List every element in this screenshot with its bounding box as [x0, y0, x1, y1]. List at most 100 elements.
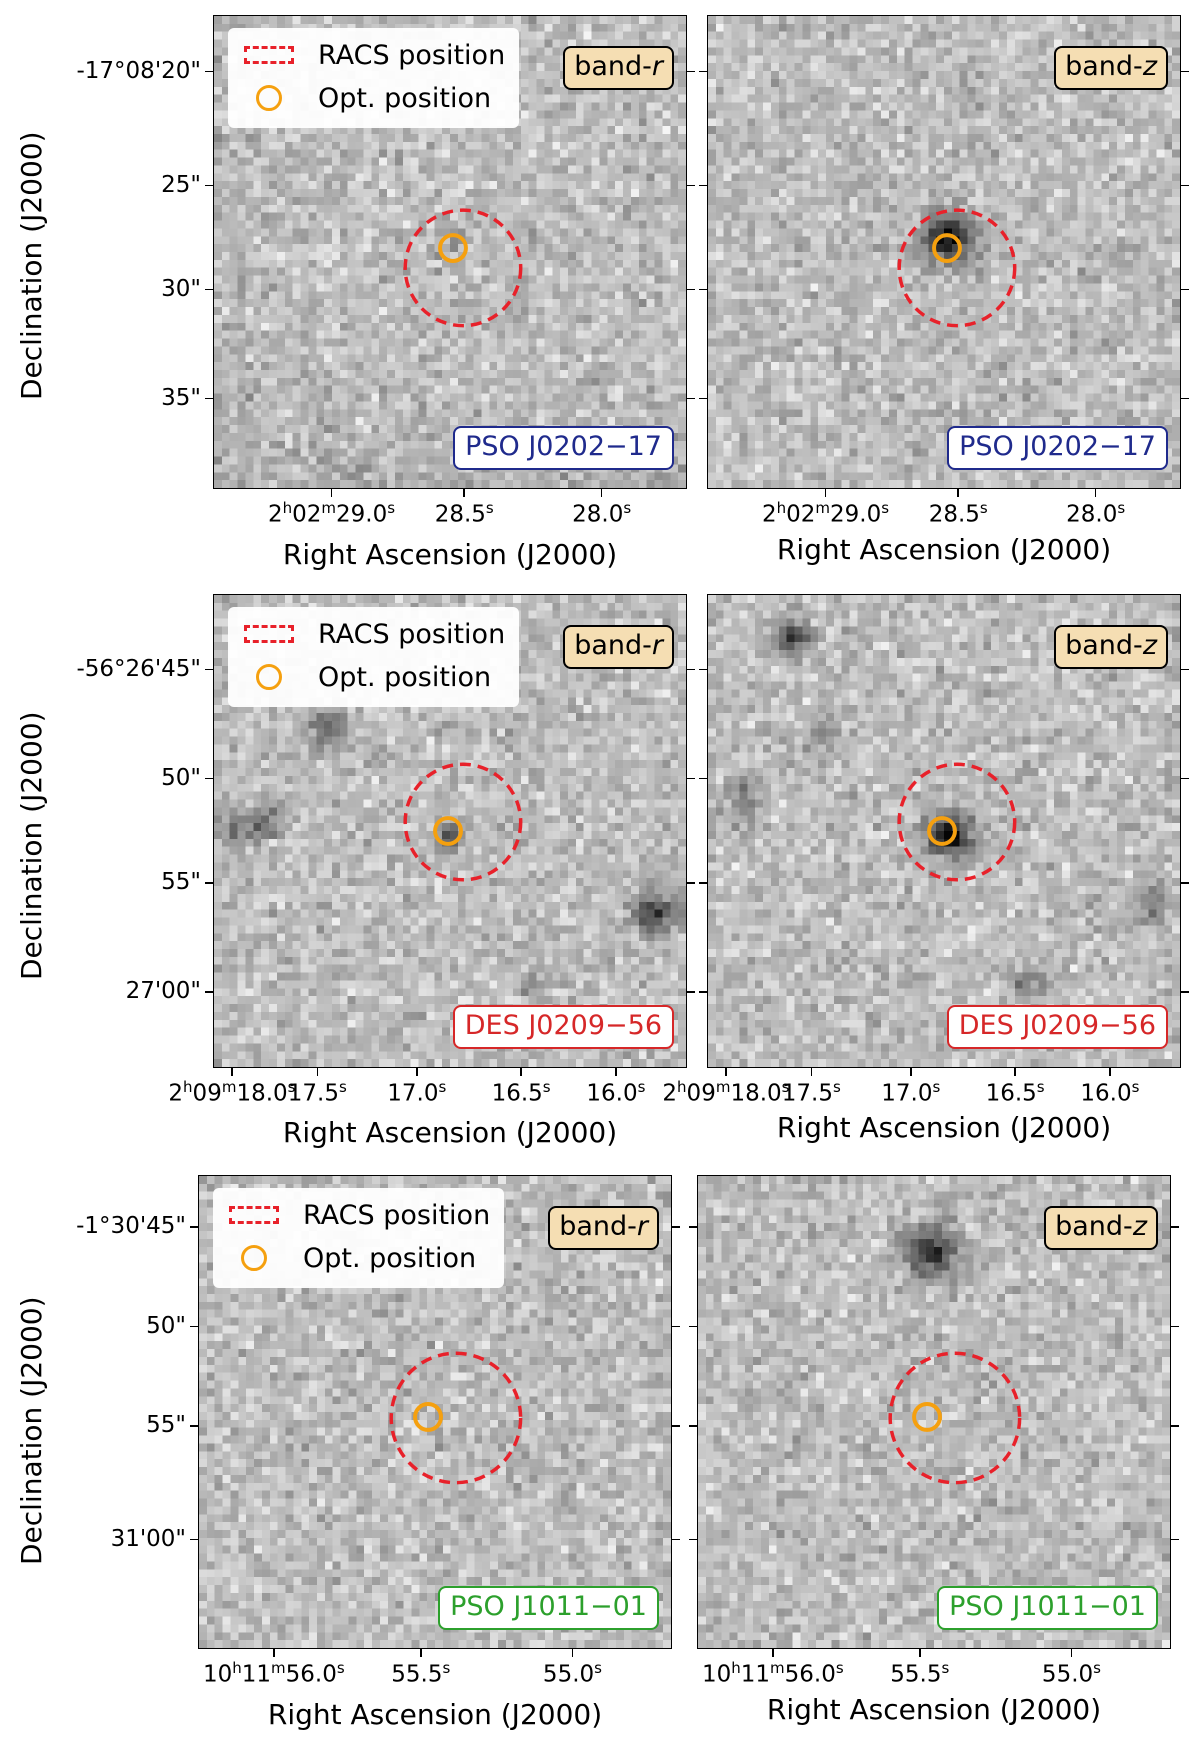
y-tick-mark [699, 777, 707, 780]
y-tick-mark [1181, 70, 1189, 73]
racs-legend-icon [238, 613, 300, 656]
legend-opt-label: Opt. position [318, 662, 492, 693]
markers [389, 1351, 523, 1485]
source-name-label: PSO J1011−01 [937, 1586, 1158, 1630]
y-tick-mark [1171, 1425, 1179, 1427]
y-tick-mark [689, 1325, 697, 1328]
y-tick-mark [687, 288, 695, 291]
x-tick-label: 28.5s [434, 499, 494, 528]
y-tick-label: 55" [146, 1412, 186, 1439]
x-tick-mark [1014, 1068, 1016, 1076]
y-tick-mark [1181, 397, 1189, 400]
source-name-label: PSO J0202−17 [947, 426, 1168, 470]
y-axis-label: Declination (J2000) [15, 1296, 48, 1565]
y-tick-mark [190, 1325, 198, 1328]
optical-legend-icon [238, 77, 300, 120]
optical-position-circle [438, 233, 468, 263]
y-tick-mark [672, 1538, 680, 1541]
y-tick-mark [1171, 1538, 1179, 1541]
y-tick-mark [672, 1325, 680, 1328]
x-tick-label: 17.0s [387, 1078, 447, 1107]
legend: RACS position Opt. position [213, 1188, 505, 1288]
x-tick-mark [600, 489, 603, 497]
x-tick-label: 2h09m18.0s [168, 1078, 296, 1107]
y-tick-mark [1171, 1325, 1179, 1328]
markers [897, 762, 1017, 882]
x-tick-mark [273, 1649, 275, 1657]
y-tick-mark [687, 184, 695, 187]
optical-legend-icon [223, 1237, 285, 1280]
band-label: band-z [1054, 46, 1168, 90]
markers [897, 208, 1017, 328]
optical-position-circle [433, 816, 463, 846]
x-tick-mark [957, 489, 959, 497]
y-tick-mark [699, 668, 707, 671]
x-tick-label: 16.0s [586, 1078, 646, 1107]
x-tick-mark [316, 1068, 319, 1076]
x-axis-label: Right Ascension (J2000) [282, 1116, 618, 1149]
racs-position-circle [888, 1351, 1022, 1485]
y-tick-mark [1181, 882, 1189, 884]
x-tick-mark [1109, 1068, 1111, 1076]
noise-image [708, 16, 1180, 488]
x-tick-mark [810, 1068, 813, 1076]
x-tick-mark [1094, 489, 1097, 497]
image-panel-pso0202-band-z: band-z PSO J0202−17 [707, 15, 1181, 489]
noise-image [708, 595, 1180, 1067]
x-axis-label: Right Ascension (J2000) [282, 538, 618, 571]
x-tick-mark [772, 1649, 774, 1657]
x-tick-label: 55.5s [391, 1659, 451, 1688]
y-tick-mark [205, 882, 213, 884]
x-tick-mark [824, 489, 827, 497]
racs-position-circle [403, 208, 523, 328]
y-tick-mark [699, 184, 707, 187]
y-tick-mark [699, 882, 707, 884]
band-label: band-r [548, 1206, 659, 1250]
x-tick-mark [520, 1068, 522, 1076]
noise-image [698, 1176, 1170, 1648]
y-tick-label: 50" [161, 764, 201, 791]
band-label: band-r [563, 625, 674, 669]
y-tick-mark [1181, 777, 1189, 780]
source-name-label: PSO J1011−01 [438, 1586, 659, 1630]
x-tick-label: 28.0s [572, 499, 632, 528]
source-name-label: PSO J0202−17 [453, 426, 674, 470]
x-tick-mark [919, 1649, 921, 1657]
racs-legend-icon [238, 34, 300, 77]
source-name-label: DES J0209−56 [452, 1005, 674, 1049]
x-axis-label: Right Ascension (J2000) [267, 1698, 603, 1731]
x-tick-mark [416, 1068, 418, 1076]
x-tick-mark [910, 1068, 912, 1076]
legend-racs-label: RACS position [303, 1200, 491, 1231]
y-tick-label: -1°30'45" [76, 1213, 186, 1240]
markers [888, 1351, 1022, 1485]
x-tick-mark [571, 1649, 574, 1657]
x-tick-mark [231, 1068, 233, 1076]
optical-position-circle [932, 233, 962, 263]
x-tick-label: 17.0s [881, 1078, 941, 1107]
x-axis-label: Right Ascension (J2000) [766, 1693, 1102, 1726]
y-tick-mark [699, 991, 707, 993]
x-tick-mark [463, 489, 465, 497]
optical-legend-icon [238, 656, 300, 699]
x-tick-mark [1070, 1649, 1073, 1657]
y-tick-mark [205, 70, 213, 73]
x-tick-label: 16.0s [1080, 1078, 1140, 1107]
x-tick-label: 16.5s [985, 1078, 1045, 1107]
x-tick-label: 10h11m56.0s [701, 1659, 844, 1688]
x-axis-label: Right Ascension (J2000) [776, 533, 1112, 566]
x-tick-label: 17.5s [287, 1078, 347, 1107]
x-tick-label: 10h11m56.0s [202, 1659, 345, 1688]
y-tick-mark [699, 288, 707, 291]
x-tick-label: 2h02m29.0s [267, 499, 396, 528]
x-tick-label: 16.5s [491, 1078, 551, 1107]
optical-position-circle [413, 1402, 443, 1432]
image-panel-pso0202-band-r: RACS position Opt. position band-r PSO J… [213, 15, 687, 489]
racs-position-circle [403, 762, 523, 882]
x-tick-label: 2h02m29.0s [761, 499, 890, 528]
y-tick-mark [205, 397, 213, 400]
y-tick-mark [689, 1226, 697, 1228]
y-axis-label: Declination (J2000) [15, 131, 48, 400]
y-tick-label: 31'00" [110, 1525, 186, 1552]
x-tick-label: 17.5s [781, 1078, 841, 1107]
